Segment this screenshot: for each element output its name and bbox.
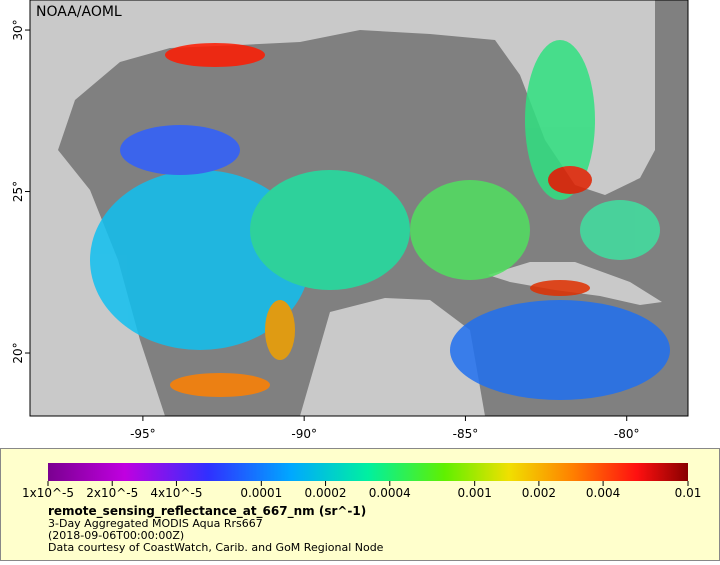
map-frame [29,0,689,417]
reflectance-patch [548,166,592,194]
map-title: NOAA/AOML [36,4,122,20]
reflectance-patch [530,280,590,296]
reflectance-field [90,40,670,400]
colorbar-tick-label: 4x10^-5 [150,486,202,500]
colorbar-tick-label: 0.0004 [369,486,411,500]
x-tick-label: -80° [614,427,640,441]
y-tick-label: 30° [11,19,25,40]
reflectance-patch [265,300,295,360]
reflectance-patch [450,300,670,400]
colorbar-tick-label: 0.002 [522,486,556,500]
caption-product: 3-Day Aggregated MODIS Aqua Rrs667 [48,517,263,530]
reflectance-patch [410,180,530,280]
colorbar-tick-label: 1x10^-5 [22,486,74,500]
caption-variable: remote_sensing_reflectance_at_667_nm (sr… [48,504,366,519]
colorbar-tick-label: 0.0002 [305,486,347,500]
caption-credit: Data courtesy of CoastWatch, Carib. and … [48,541,384,554]
reflectance-patch [165,43,265,67]
reflectance-patch [525,40,595,200]
colorbar-tick-label: 0.0001 [240,486,282,500]
colorbar-tick-label: 0.01 [675,486,702,500]
x-tick-label: -95° [130,427,156,441]
colorbar-tick-label: 2x10^-5 [86,486,138,500]
colorbar [48,463,688,481]
colorbar-tick-label: 0.004 [586,486,620,500]
reflectance-patch [120,125,240,175]
map [30,0,688,416]
y-tick-label: 25° [11,181,25,202]
caption-time: (2018-09-06T00:00:00Z) [48,529,184,542]
x-tick-label: -90° [291,427,317,441]
colorbar-tick-label: 0.001 [457,486,491,500]
reflectance-patch [170,373,270,397]
reflectance-patch [580,200,660,260]
y-tick-label: 20° [11,342,25,363]
reflectance-patch [250,170,410,290]
x-tick-label: -85° [453,427,479,441]
